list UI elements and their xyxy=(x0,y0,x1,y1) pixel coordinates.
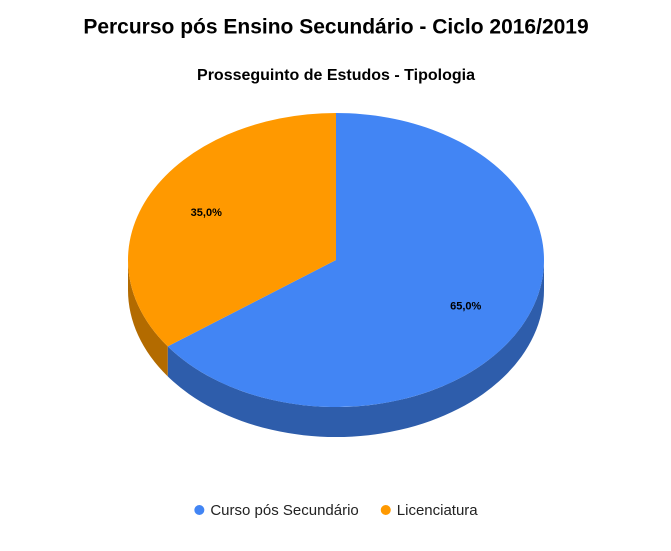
chart-subtitle: Prosseguinto de Estudos - Tipologia xyxy=(197,67,475,84)
slice-side xyxy=(167,260,544,437)
chart-title: Percurso pós Ensino Secundário - Ciclo 2… xyxy=(83,16,588,39)
legend-swatch xyxy=(380,505,391,515)
value-label: 35,0% xyxy=(191,207,222,219)
value-label: 65,0% xyxy=(450,301,481,313)
slice-side xyxy=(128,260,168,377)
slice xyxy=(128,113,336,347)
legend-label: Licenciatura xyxy=(397,502,479,519)
slice xyxy=(167,113,545,408)
legend-swatch xyxy=(194,505,205,515)
legend: Curso pós Secundário Licenciatura xyxy=(194,502,478,519)
legend-label: Curso pós Secundário xyxy=(210,502,358,519)
